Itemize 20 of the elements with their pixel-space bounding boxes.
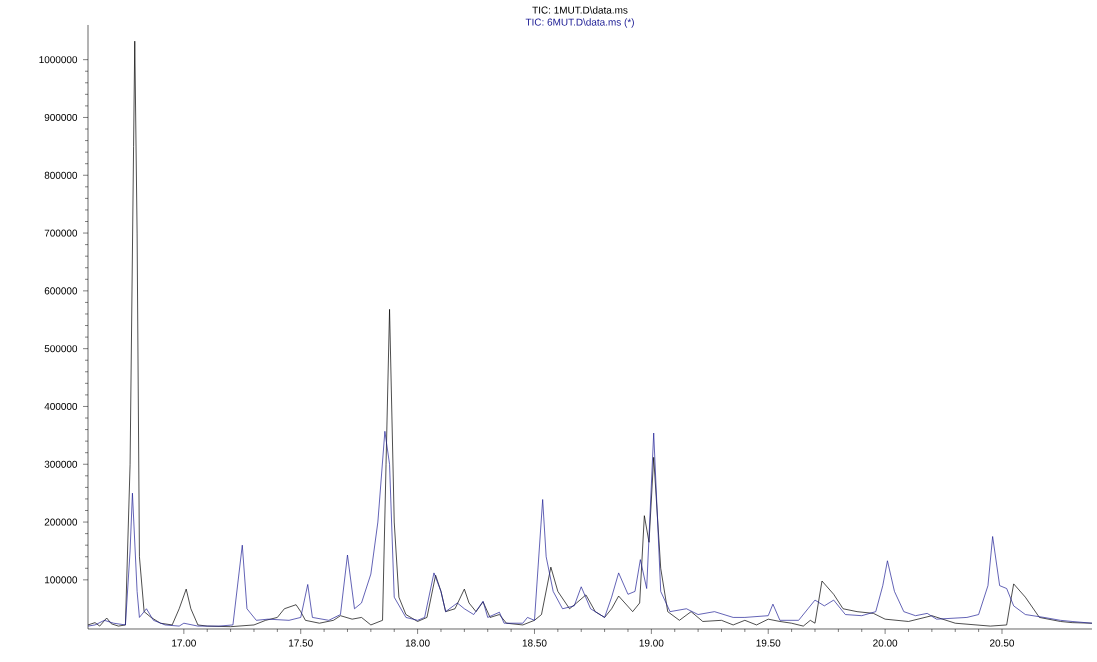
- text: TIC: 1MUT.D\data.ms: [532, 6, 628, 14]
- x-tick-label: 20.50: [990, 639, 1015, 647]
- y-tick-label: 600000: [44, 287, 78, 295]
- x-tick-label: 18.00: [405, 639, 430, 647]
- x-tick-label: 20.00: [873, 639, 898, 647]
- y-tick-label: 500000: [44, 345, 78, 353]
- x-tick-label: 17.50: [289, 639, 313, 647]
- x-tick-label: 17.00: [172, 639, 196, 647]
- y-tick-label: 900000: [44, 113, 78, 121]
- text: TIC: 6MUT.D\data.ms (*): [525, 18, 634, 28]
- y-tick-label: 100000: [45, 576, 78, 584]
- y-tick-label: 700000: [44, 229, 78, 237]
- x-tick-label: 18.50: [522, 639, 547, 647]
- y-tick-label: 800000: [44, 171, 78, 179]
- y-tick-label: 400000: [44, 402, 78, 410]
- y-tick-label: 1000000: [39, 56, 78, 64]
- y-tick-label: 300000: [44, 460, 78, 468]
- y-tick-label: 200000: [44, 518, 78, 526]
- x-tick-label: 19.00: [639, 639, 664, 647]
- x-tick-label: 19.50: [756, 639, 781, 647]
